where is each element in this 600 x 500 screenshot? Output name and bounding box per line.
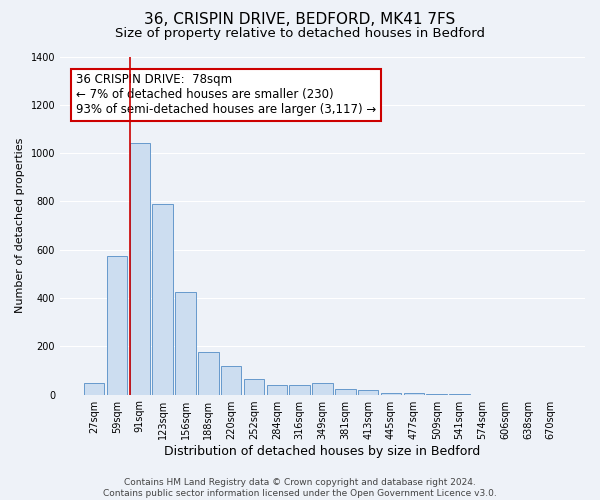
Bar	[244, 379, 264, 394]
X-axis label: Distribution of detached houses by size in Bedford: Distribution of detached houses by size …	[164, 444, 481, 458]
Text: 36 CRISPIN DRIVE:  78sqm
← 7% of detached houses are smaller (230)
93% of semi-d: 36 CRISPIN DRIVE: 78sqm ← 7% of detached…	[76, 74, 376, 116]
Bar	[107, 256, 127, 394]
Bar	[198, 352, 218, 395]
Bar	[130, 144, 150, 394]
Text: Contains HM Land Registry data © Crown copyright and database right 2024.
Contai: Contains HM Land Registry data © Crown c…	[103, 478, 497, 498]
Bar	[221, 366, 241, 394]
Bar	[335, 388, 356, 394]
Bar	[266, 386, 287, 394]
Bar	[175, 292, 196, 394]
Bar	[358, 390, 379, 394]
Bar	[289, 386, 310, 394]
Bar	[312, 383, 333, 394]
Bar	[152, 204, 173, 394]
Y-axis label: Number of detached properties: Number of detached properties	[15, 138, 25, 313]
Bar	[84, 382, 104, 394]
Text: 36, CRISPIN DRIVE, BEDFORD, MK41 7FS: 36, CRISPIN DRIVE, BEDFORD, MK41 7FS	[145, 12, 455, 28]
Text: Size of property relative to detached houses in Bedford: Size of property relative to detached ho…	[115, 28, 485, 40]
Bar	[381, 392, 401, 394]
